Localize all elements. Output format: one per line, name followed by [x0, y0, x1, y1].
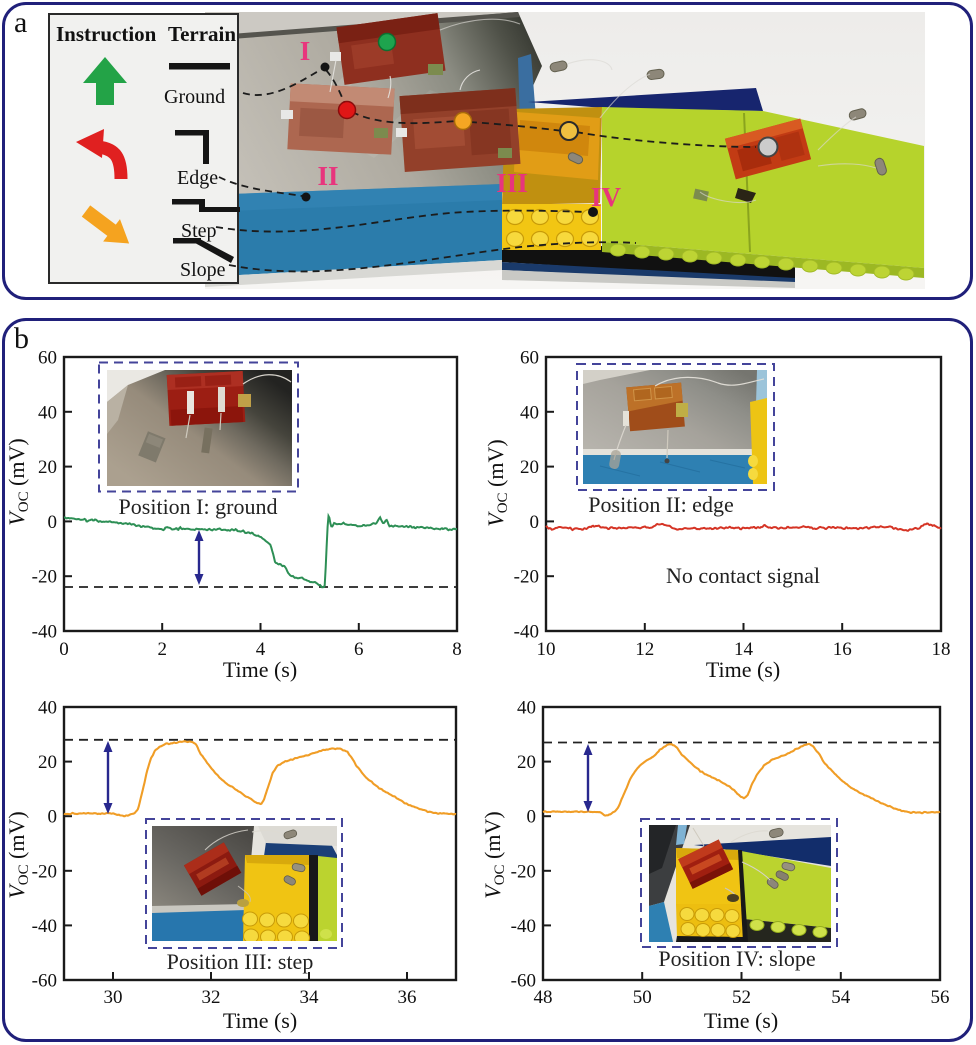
svg-text:12: 12 — [635, 639, 654, 660]
svg-text:40: 40 — [38, 698, 57, 719]
svg-text:Time (s): Time (s) — [704, 1008, 778, 1033]
svg-text:Position I: ground: Position I: ground — [119, 494, 278, 519]
svg-text:6: 6 — [354, 639, 364, 660]
svg-text:Position II: edge: Position II: edge — [588, 492, 733, 517]
svg-text:-40: -40 — [511, 916, 536, 937]
svg-text:60: 60 — [38, 348, 57, 369]
svg-text:VOC (mV): VOC (mV) — [483, 439, 511, 526]
svg-text:VOC (mV): VOC (mV) — [4, 811, 32, 898]
svg-text:20: 20 — [517, 752, 536, 773]
svg-text:-40: -40 — [32, 622, 57, 643]
svg-text:IV: IV — [591, 182, 622, 212]
svg-text:Time (s): Time (s) — [706, 657, 780, 682]
svg-text:0: 0 — [59, 639, 69, 660]
svg-text:56: 56 — [931, 987, 950, 1008]
svg-text:-20: -20 — [32, 567, 57, 588]
svg-text:50: 50 — [633, 987, 652, 1008]
svg-text:-40: -40 — [32, 916, 57, 937]
svg-text:40: 40 — [517, 698, 536, 719]
svg-text:-60: -60 — [32, 971, 57, 992]
svg-text:III: III — [496, 168, 528, 198]
svg-text:-40: -40 — [514, 622, 539, 643]
svg-text:4: 4 — [256, 639, 266, 660]
svg-text:18: 18 — [932, 639, 951, 660]
svg-text:0: 0 — [530, 512, 540, 533]
svg-text:20: 20 — [38, 752, 57, 773]
svg-text:Time (s): Time (s) — [223, 1008, 297, 1033]
svg-text:VOC (mV): VOC (mV) — [480, 811, 508, 898]
svg-text:14: 14 — [734, 639, 754, 660]
svg-text:40: 40 — [38, 402, 57, 423]
svg-text:52: 52 — [732, 987, 751, 1008]
svg-text:8: 8 — [452, 639, 462, 660]
svg-text:0: 0 — [48, 807, 58, 828]
svg-text:No contact signal: No contact signal — [666, 563, 820, 588]
svg-text:16: 16 — [833, 639, 852, 660]
svg-text:0: 0 — [527, 807, 537, 828]
svg-text:Position IV: slope: Position IV: slope — [658, 946, 815, 971]
svg-text:I: I — [300, 36, 311, 66]
svg-text:Time (s): Time (s) — [223, 657, 297, 682]
svg-text:60: 60 — [520, 348, 539, 369]
svg-text:0: 0 — [48, 512, 58, 533]
svg-text:-20: -20 — [514, 567, 539, 588]
svg-text:20: 20 — [520, 457, 539, 478]
svg-text:-20: -20 — [511, 861, 536, 882]
svg-text:VOC (mV): VOC (mV) — [4, 438, 32, 525]
svg-text:20: 20 — [38, 457, 57, 478]
svg-text:32: 32 — [202, 987, 221, 1008]
svg-text:-60: -60 — [511, 971, 536, 992]
svg-text:10: 10 — [537, 639, 556, 660]
svg-text:48: 48 — [534, 987, 553, 1008]
svg-text:36: 36 — [398, 987, 417, 1008]
svg-text:54: 54 — [831, 987, 851, 1008]
svg-text:40: 40 — [520, 402, 539, 423]
svg-text:30: 30 — [104, 987, 123, 1008]
svg-text:Position III: step: Position III: step — [167, 949, 314, 974]
svg-text:34: 34 — [300, 987, 320, 1008]
svg-text:2: 2 — [157, 639, 167, 660]
svg-text:-20: -20 — [32, 861, 57, 882]
svg-text:II: II — [317, 161, 338, 191]
